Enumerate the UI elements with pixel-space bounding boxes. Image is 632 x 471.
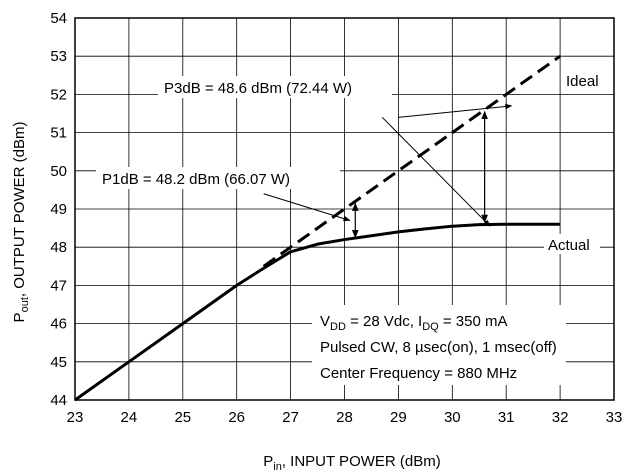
p3db-label-bg [158,76,392,98]
x-tick-label: 26 [228,409,245,426]
y-axis-title: Pout, OUTPUT POWER (dBm) [11,122,31,323]
axis-ticks: 23 24 25 26 27 28 29 30 31 32 33 44 45 46 47 48 49 50 51 52… [50,10,622,426]
x-axis-title: Pin, INPUT POWER (dBm) [263,453,440,471]
x-tick-label: 31 [498,409,515,426]
x-tick-label: 32 [552,409,569,426]
y-tick-label: 49 [50,201,67,218]
p1db-arrow [263,193,351,222]
x-tick-label: 28 [336,409,353,426]
annotation-layer [263,103,513,239]
x-tick-label: 25 [174,409,191,426]
plot-frame [74,17,615,401]
p3db-arrow [398,103,513,118]
x-tick-label: 33 [606,409,623,426]
actual-label: Actual [548,237,590,254]
conditions-line-1: VDD = 28 Vdc, IDQ = 350 mA [320,313,508,333]
p1db-label-bg [96,167,340,189]
y-tick-label: 47 [50,277,67,294]
ideal-label-bg [562,70,608,90]
conditions-line-3: Center Frequency = 880 MHz [320,365,517,382]
conditions-line-2: Pulsed CW, 8 µsec(on), 1 msec(off) [320,339,557,356]
y-tick-label: 46 [50,316,67,333]
y-tick-label: 52 [50,86,67,103]
x-tick-label: 24 [121,409,138,426]
x-tick-label: 27 [282,409,299,426]
y-tick-label: 51 [50,125,67,142]
p3db-arrow [381,116,491,227]
y-tick-label: 45 [50,354,67,371]
x-tick-label: 29 [390,409,407,426]
x-tick-label: 23 [67,409,84,426]
y-tick-label: 48 [50,239,67,256]
y-tick-label: 54 [50,10,67,27]
conditions-bg [312,305,566,385]
y-tick-label: 53 [50,48,67,65]
x-tick-label: 30 [444,409,461,426]
y-tick-label: 44 [50,392,67,409]
ideal-label: Ideal [566,73,599,90]
actual-label-bg [544,234,600,254]
p1db-label: P1dB = 48.2 dBm (66.07 W) [102,171,290,188]
y-tick-label: 50 [50,163,67,180]
p3db-label: P3dB = 48.6 dBm (72.44 W) [164,80,352,97]
series-line-ideal [262,54,561,268]
